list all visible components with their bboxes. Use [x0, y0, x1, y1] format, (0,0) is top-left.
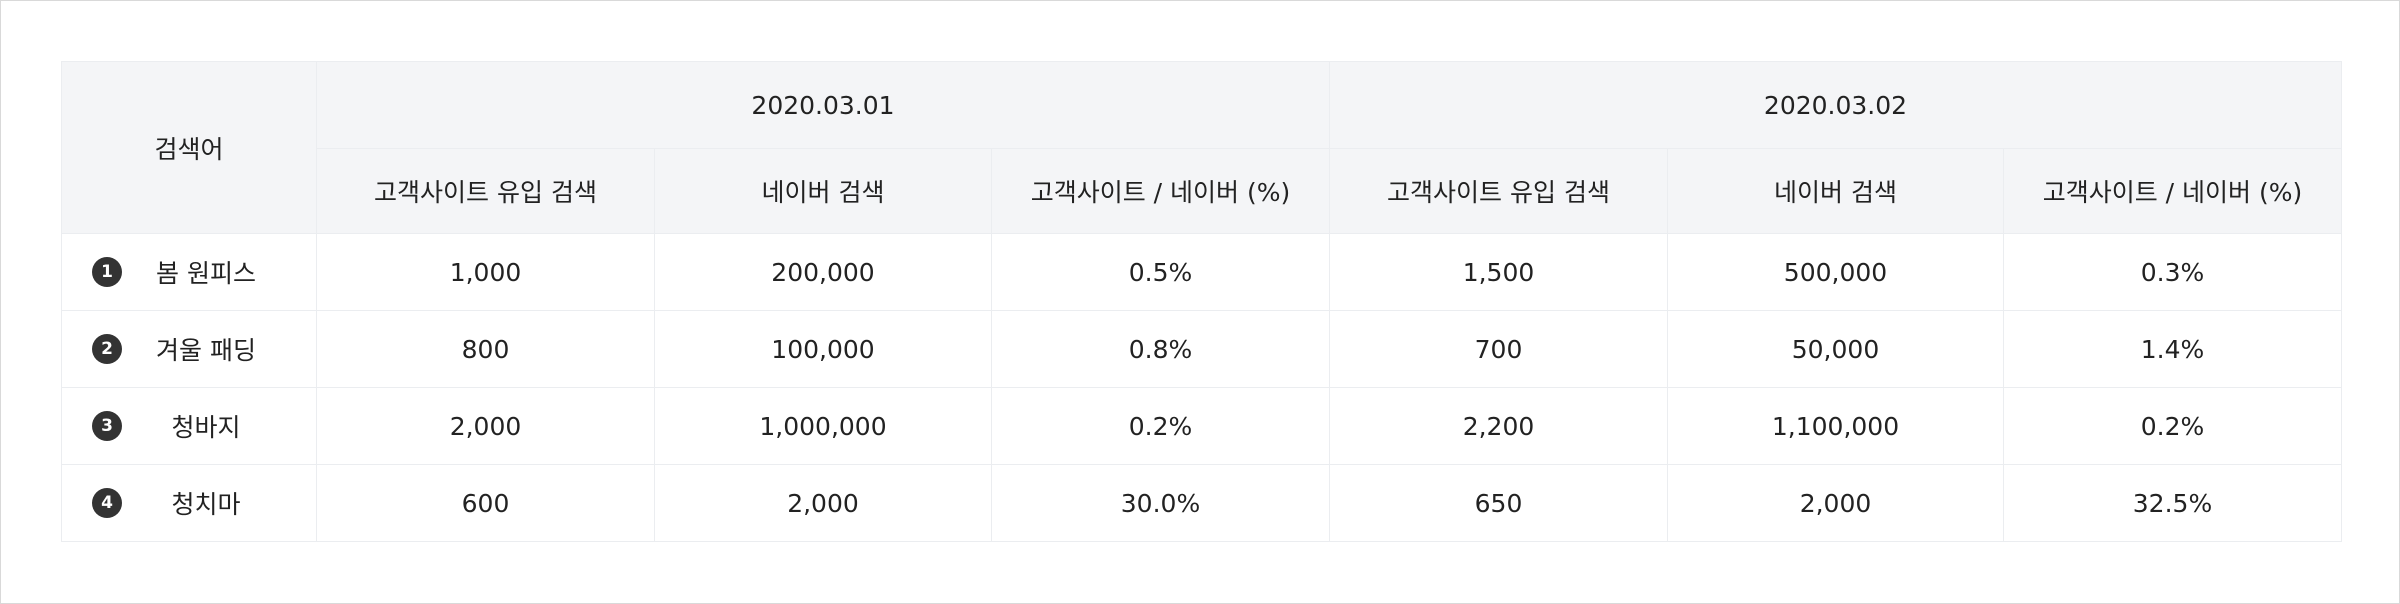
site-search-cell: 2,200 [1329, 387, 1668, 465]
column-header-site-search: 고객사이트 유입 검색 [316, 148, 655, 234]
keyword-label: 청바지 [171, 413, 241, 442]
ratio-cell: 1.4% [2003, 310, 2342, 388]
table-header: 검색어 2020.03.01 2020.03.02 고객사이트 유입 검색 네이… [61, 61, 2342, 234]
naver-search-cell: 1,100,000 [1667, 387, 2004, 465]
table-body: 1 봄 원피스 1,000 200,000 0.5% 1,500 500,000… [61, 233, 2342, 542]
site-search-cell: 700 [1329, 310, 1668, 388]
site-search-cell: 1,000 [316, 233, 655, 311]
keyword-cell: 3 청바지 [61, 387, 317, 465]
date-group-header: 2020.03.01 [316, 61, 1330, 149]
column-header-ratio: 고객사이트 / 네이버 (%) [991, 148, 1330, 234]
rank-badge: 1 [92, 257, 122, 287]
keyword-label: 청치마 [171, 490, 241, 519]
column-header-ratio: 고객사이트 / 네이버 (%) [2003, 148, 2342, 234]
header-row-dates: 검색어 2020.03.01 2020.03.02 [61, 61, 2342, 234]
keyword-label: 봄 원피스 [156, 259, 256, 288]
site-search-cell: 1,500 [1329, 233, 1668, 311]
naver-search-cell: 2,000 [1667, 464, 2004, 542]
naver-search-cell: 500,000 [1667, 233, 2004, 311]
site-search-cell: 650 [1329, 464, 1668, 542]
column-header-site-search: 고객사이트 유입 검색 [1329, 148, 1668, 234]
ratio-cell: 30.0% [991, 464, 1330, 542]
rank-badge: 2 [92, 334, 122, 364]
table-row: 4 청치마 600 2,000 30.0% 650 2,000 32.5% [61, 464, 2342, 542]
site-search-cell: 2,000 [316, 387, 655, 465]
column-header-naver-search: 네이버 검색 [654, 148, 992, 234]
header-row-metrics: 고객사이트 유입 검색 네이버 검색 고객사이트 / 네이버 (%) 고객사이트… [62, 148, 2342, 234]
ratio-cell: 0.8% [991, 310, 1330, 388]
rank-badge: 3 [92, 411, 122, 441]
rank-badge: 4 [92, 488, 122, 518]
keyword-column-header: 검색어 [61, 61, 317, 234]
table-row: 3 청바지 2,000 1,000,000 0.2% 2,200 1,100,0… [61, 387, 2342, 465]
keyword-cell: 1 봄 원피스 [61, 233, 317, 311]
site-search-cell: 600 [316, 464, 655, 542]
site-search-cell: 800 [316, 310, 655, 388]
naver-search-cell: 200,000 [654, 233, 992, 311]
ratio-cell: 0.3% [2003, 233, 2342, 311]
ratio-cell: 0.2% [991, 387, 1330, 465]
keyword-cell: 4 청치마 [61, 464, 317, 542]
date-group-header: 2020.03.02 [1329, 61, 2342, 149]
naver-search-cell: 2,000 [654, 464, 992, 542]
ratio-cell: 32.5% [2003, 464, 2342, 542]
naver-search-cell: 100,000 [654, 310, 992, 388]
column-header-naver-search: 네이버 검색 [1667, 148, 2004, 234]
table-row: 2 겨울 패딩 800 100,000 0.8% 700 50,000 1.4% [61, 310, 2342, 388]
naver-search-cell: 1,000,000 [654, 387, 992, 465]
ratio-cell: 0.5% [991, 233, 1330, 311]
keyword-label: 겨울 패딩 [156, 336, 256, 365]
keyword-stats-table: 검색어 2020.03.01 2020.03.02 고객사이트 유입 검색 네이… [61, 61, 2342, 542]
table-row: 1 봄 원피스 1,000 200,000 0.5% 1,500 500,000… [61, 233, 2342, 311]
naver-search-cell: 50,000 [1667, 310, 2004, 388]
ratio-cell: 0.2% [2003, 387, 2342, 465]
keyword-cell: 2 겨울 패딩 [61, 310, 317, 388]
